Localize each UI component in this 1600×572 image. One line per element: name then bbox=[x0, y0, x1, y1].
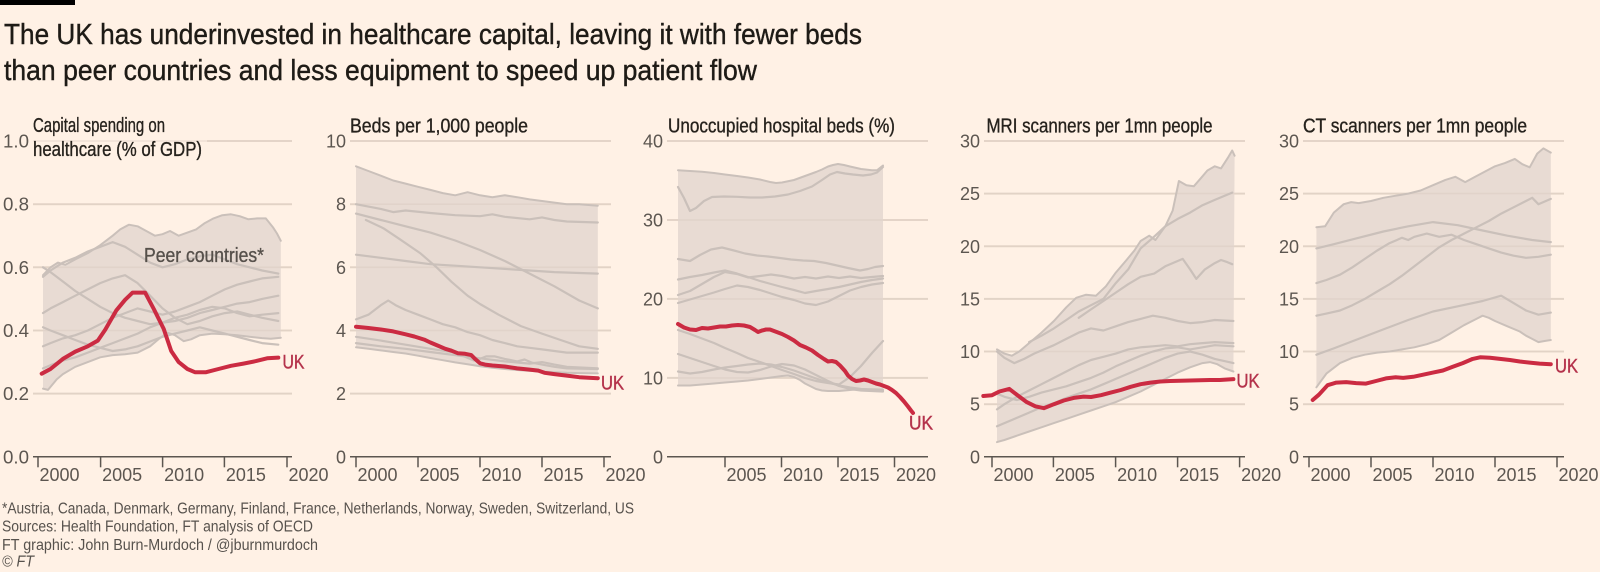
svg-text:2005: 2005 bbox=[727, 465, 767, 485]
svg-text:20: 20 bbox=[1279, 237, 1299, 257]
svg-text:than peer countries and less e: than peer countries and less equipment t… bbox=[4, 55, 757, 87]
svg-text:2005: 2005 bbox=[102, 465, 142, 485]
svg-text:2020: 2020 bbox=[1241, 465, 1281, 485]
svg-text:Peer countries*: Peer countries* bbox=[144, 245, 264, 267]
svg-text:Beds per 1,000 people: Beds per 1,000 people bbox=[350, 116, 528, 138]
svg-text:10: 10 bbox=[326, 132, 346, 152]
svg-text:UK: UK bbox=[909, 413, 933, 435]
svg-text:2000: 2000 bbox=[1311, 465, 1351, 485]
svg-text:2: 2 bbox=[336, 384, 346, 404]
svg-text:4: 4 bbox=[336, 321, 346, 341]
svg-text:30: 30 bbox=[1279, 132, 1299, 152]
svg-text:30: 30 bbox=[960, 132, 980, 152]
svg-text:The UK has underinvested in he: The UK has underinvested in healthcare c… bbox=[4, 19, 862, 51]
svg-text:0: 0 bbox=[970, 447, 980, 467]
svg-text:20: 20 bbox=[960, 237, 980, 257]
svg-text:Sources: Health Foundation, FT: Sources: Health Foundation, FT analysis … bbox=[2, 519, 313, 536]
svg-text:30: 30 bbox=[643, 211, 663, 231]
svg-text:0.0: 0.0 bbox=[3, 447, 29, 467]
svg-text:0: 0 bbox=[653, 447, 663, 467]
svg-text:healthcare (% of GDP): healthcare (% of GDP) bbox=[33, 139, 202, 161]
svg-text:2000: 2000 bbox=[358, 465, 398, 485]
svg-text:2015: 2015 bbox=[1179, 465, 1219, 485]
svg-text:2010: 2010 bbox=[164, 465, 204, 485]
svg-text:15: 15 bbox=[960, 289, 980, 309]
svg-text:2010: 2010 bbox=[783, 465, 823, 485]
svg-text:© FT: © FT bbox=[2, 554, 35, 571]
svg-text:25: 25 bbox=[960, 184, 980, 204]
svg-text:2000: 2000 bbox=[40, 465, 80, 485]
svg-text:2010: 2010 bbox=[482, 465, 522, 485]
svg-text:0.8: 0.8 bbox=[3, 195, 29, 215]
svg-text:Capital spending on: Capital spending on bbox=[33, 115, 165, 137]
svg-text:2005: 2005 bbox=[420, 465, 460, 485]
svg-text:2010: 2010 bbox=[1117, 465, 1157, 485]
svg-text:1.0: 1.0 bbox=[3, 132, 29, 152]
svg-text:2015: 2015 bbox=[840, 465, 880, 485]
svg-text:UK: UK bbox=[1555, 356, 1578, 378]
svg-text:Unoccupied hospital beds (%): Unoccupied hospital beds (%) bbox=[668, 116, 895, 138]
svg-text:2015: 2015 bbox=[544, 465, 584, 485]
svg-text:2015: 2015 bbox=[1497, 465, 1537, 485]
svg-text:10: 10 bbox=[643, 368, 663, 388]
svg-text:15: 15 bbox=[1279, 289, 1299, 309]
svg-text:0.6: 0.6 bbox=[3, 258, 29, 278]
svg-text:5: 5 bbox=[970, 395, 980, 415]
svg-text:0.4: 0.4 bbox=[3, 321, 29, 341]
svg-text:2020: 2020 bbox=[606, 465, 646, 485]
svg-text:UK: UK bbox=[283, 352, 305, 374]
svg-text:2000: 2000 bbox=[994, 465, 1034, 485]
svg-text:6: 6 bbox=[336, 258, 346, 278]
svg-text:5: 5 bbox=[1289, 395, 1299, 415]
svg-text:25: 25 bbox=[1279, 184, 1299, 204]
svg-text:UK: UK bbox=[1237, 371, 1260, 393]
svg-text:10: 10 bbox=[960, 342, 980, 362]
svg-text:FT graphic: John Burn-Murdoch: FT graphic: John Burn-Murdoch / @jburnmu… bbox=[2, 537, 318, 554]
svg-text:2020: 2020 bbox=[289, 465, 329, 485]
svg-text:0.2: 0.2 bbox=[3, 384, 29, 404]
svg-text:2005: 2005 bbox=[1373, 465, 1413, 485]
svg-text:40: 40 bbox=[643, 132, 663, 152]
svg-text:*Austria, Canada, Denmark, Ger: *Austria, Canada, Denmark, Germany, Finl… bbox=[2, 501, 634, 518]
svg-text:10: 10 bbox=[1279, 342, 1299, 362]
svg-text:2010: 2010 bbox=[1435, 465, 1475, 485]
svg-text:8: 8 bbox=[336, 195, 346, 215]
svg-text:20: 20 bbox=[643, 289, 663, 309]
svg-text:0: 0 bbox=[1289, 447, 1299, 467]
svg-text:2005: 2005 bbox=[1055, 465, 1095, 485]
svg-text:CT scanners per 1mn people: CT scanners per 1mn people bbox=[1303, 116, 1527, 138]
svg-text:2015: 2015 bbox=[226, 465, 266, 485]
svg-text:UK: UK bbox=[601, 373, 624, 395]
svg-text:0: 0 bbox=[336, 447, 346, 467]
svg-text:2020: 2020 bbox=[1559, 465, 1599, 485]
svg-text:2020: 2020 bbox=[896, 465, 936, 485]
svg-text:MRI scanners per 1mn people: MRI scanners per 1mn people bbox=[987, 116, 1213, 138]
